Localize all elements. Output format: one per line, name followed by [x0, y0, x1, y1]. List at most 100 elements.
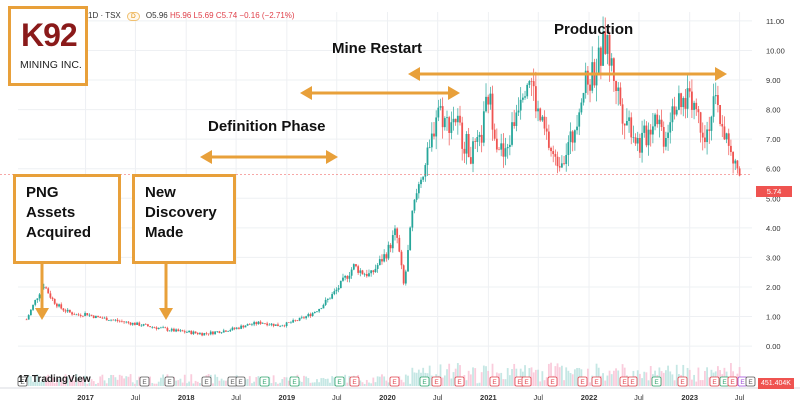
volume-bar [621, 364, 624, 386]
candle-body [621, 104, 624, 124]
earnings-marker-icon [454, 376, 465, 387]
candle-body [68, 309, 71, 313]
candle-body [415, 193, 418, 200]
candle-body [214, 331, 217, 335]
candle-body [32, 304, 34, 310]
candle-body [450, 122, 453, 133]
earnings-marker-glyph: E [580, 379, 585, 386]
candle-body [58, 304, 60, 307]
candle-body [576, 126, 578, 131]
volume-bar [428, 365, 431, 386]
volume-bar [532, 372, 535, 386]
volume-bar [443, 375, 446, 386]
candle-body [270, 323, 273, 325]
volume-bar [695, 381, 698, 386]
volume-bar [108, 377, 110, 386]
earnings-marker-icon [235, 376, 246, 387]
mine-restart-arrow-head-left [300, 86, 312, 100]
candle-body [248, 324, 251, 325]
volume-bar [88, 382, 91, 386]
volume-bar [153, 383, 156, 386]
candle-body [673, 106, 676, 115]
y-tick-label: 4.00 [766, 224, 781, 233]
volume-bar [307, 378, 310, 386]
volume-bar [155, 383, 158, 386]
earnings-marker-glyph: E [550, 379, 555, 386]
volume-bar [482, 365, 485, 386]
candle-body [504, 148, 507, 157]
volume-bar [545, 377, 548, 386]
candle-body [524, 96, 526, 98]
volume-bar [738, 367, 741, 386]
x-tick-label: 2020 [379, 393, 396, 402]
candle-body [474, 141, 477, 142]
volume-bar [500, 372, 503, 386]
volume-bar [68, 380, 71, 386]
volume-bar [175, 380, 177, 386]
production-arrow-head-left [408, 67, 420, 81]
x-tick-label: Jul [332, 393, 342, 402]
volume-bar [58, 379, 60, 386]
candle-body [591, 62, 594, 91]
logo-subtitle: MINING INC. [20, 59, 82, 71]
volume-bar [417, 369, 420, 386]
y-tick-label: 0.00 [766, 342, 781, 351]
candle-body [361, 270, 364, 275]
volume-bar [131, 382, 134, 386]
candle-body [86, 313, 89, 316]
candle-body [435, 117, 438, 137]
candle-body [253, 322, 256, 325]
volume-bar [400, 379, 403, 386]
candle-body [645, 125, 648, 146]
candle-body [363, 273, 366, 275]
earnings-marker-icon [349, 376, 360, 387]
candle-body [409, 227, 412, 251]
candle-body [25, 319, 28, 321]
low-value: L5.69 [193, 11, 214, 20]
volume-bar [40, 381, 43, 386]
candle-body [543, 116, 546, 129]
candle-body [612, 58, 615, 81]
volume-bar [32, 381, 34, 386]
volume-bar [179, 378, 182, 386]
volume-bar [708, 377, 711, 386]
volume-bar [682, 364, 685, 386]
candle-body [381, 259, 383, 262]
earnings-marker-glyph: E [167, 379, 172, 386]
volume-bar [53, 383, 56, 386]
candle-body [344, 276, 347, 278]
candle-body [335, 289, 338, 292]
earnings-marker-glyph: E [422, 379, 427, 386]
candle-body [394, 228, 396, 236]
volume-bar [448, 363, 451, 386]
candle-body [45, 287, 47, 289]
volume-bar [281, 379, 284, 386]
candle-body [79, 314, 82, 316]
candle-body [27, 315, 30, 320]
candle-body [149, 326, 151, 328]
candle-body [216, 331, 219, 332]
candle-body [290, 322, 292, 324]
candle-body [121, 321, 123, 322]
candle-body [465, 133, 468, 154]
volume-bar [192, 383, 195, 386]
candle-body [240, 325, 243, 329]
volume-bar [160, 377, 162, 386]
earnings-marker-glyph: E [457, 379, 462, 386]
candle-body [203, 333, 206, 336]
candle-body [569, 131, 572, 143]
candle-body [42, 287, 45, 289]
earnings-marker-glyph: E [292, 379, 297, 386]
data-delay-badge[interactable]: D [126, 12, 140, 21]
volume-bar [116, 379, 119, 386]
volume-bar [333, 377, 336, 386]
candle-body [368, 273, 370, 277]
earnings-marker-glyph: E [230, 379, 235, 386]
candle-body [73, 314, 76, 316]
volume-bar [90, 379, 93, 386]
candle-body [177, 329, 180, 332]
candle-body [641, 132, 643, 153]
volume-bar [71, 376, 73, 386]
volume-bar [615, 368, 617, 386]
volume-bar [274, 382, 277, 386]
